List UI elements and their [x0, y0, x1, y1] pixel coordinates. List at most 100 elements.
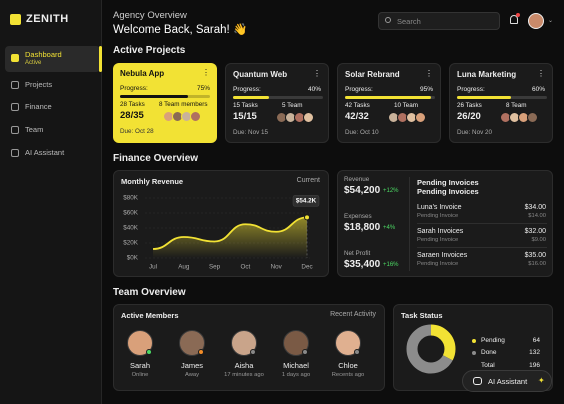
- legend-dot: [472, 351, 476, 355]
- nav-item[interactable]: Finance: [5, 100, 100, 114]
- tasks: 15 Tasks: [233, 102, 258, 109]
- page-title: Agency Overview: [113, 10, 187, 21]
- stat-change: +16%: [383, 262, 399, 268]
- invoices-title: Pending Invoices: [417, 178, 479, 187]
- nav-label: Team: [25, 125, 44, 134]
- legend-dot: [472, 339, 476, 343]
- section-title: Active Projects: [113, 45, 186, 56]
- progress-caption: Progress:: [345, 86, 373, 93]
- member-status: Away: [184, 372, 200, 378]
- project-name: Solar Rebrand: [345, 70, 400, 79]
- project-card[interactable]: Solar Rebrand ⋮ Progress: 95% 42 Tasks 10 Tea…: [337, 63, 441, 143]
- search-icon: [385, 17, 391, 23]
- total-value: 196: [529, 362, 540, 369]
- nav-item[interactable]: Team: [5, 123, 100, 137]
- nav-label: AI Assistant: [25, 148, 65, 157]
- nav-icon: [11, 81, 19, 89]
- nav-item[interactable]: Projects: [5, 78, 100, 92]
- invoice-pending: $9.00: [531, 237, 546, 243]
- welcome: Welcome Back, Sarah! 👋: [113, 24, 248, 36]
- member-avatar: [415, 112, 426, 123]
- invoice-pending: $14.00: [528, 213, 546, 219]
- invoices-subtitle: Pending Invoices: [417, 187, 479, 196]
- search-box[interactable]: Search: [378, 12, 500, 30]
- profile-caret: ⌄: [548, 18, 554, 24]
- invoice-sub: Pending Invoice: [417, 261, 459, 267]
- team-size: 10 Team: [394, 102, 419, 109]
- legend-label: Pending: [481, 337, 505, 344]
- stat-label: Expenses: [344, 213, 372, 220]
- nav-label: Dashboard: [25, 50, 62, 59]
- progress-caption: Progress:: [457, 86, 485, 93]
- member-avatar: [190, 111, 201, 122]
- progress-bar: [457, 96, 511, 99]
- project-name: Nebula App: [120, 69, 165, 78]
- invoice-sub: Pending Invoice: [417, 213, 459, 219]
- nav-icon: [11, 126, 19, 134]
- stat-label: Net Profit: [344, 250, 371, 257]
- nav-item[interactable]: AI Assistant: [5, 146, 100, 160]
- legend-value: 64: [532, 337, 540, 344]
- progress-track: [345, 96, 435, 99]
- legend-label: Done: [481, 349, 497, 356]
- profile-avatar[interactable]: [528, 13, 544, 29]
- progress-track: [120, 95, 210, 98]
- member-name: Michael: [283, 361, 309, 370]
- nav-icon: [11, 149, 19, 157]
- due-date: Due: Oct 28: [120, 128, 154, 135]
- task-count: 26/20: [457, 111, 481, 122]
- ai-assistant-button[interactable]: AI Assistant ✦: [462, 370, 552, 392]
- stat-change: +12%: [383, 188, 399, 194]
- logo-text: ZENITH: [26, 13, 69, 25]
- dropdown[interactable]: Current: [296, 177, 320, 184]
- tasks: 26 Tasks: [457, 102, 482, 109]
- logo-icon: [10, 14, 21, 25]
- tasks: 28 Tasks: [120, 101, 145, 108]
- member-status: 1 days ago: [281, 372, 311, 378]
- active-indicator: [99, 46, 102, 72]
- button-label: AI Assistant: [488, 377, 528, 386]
- sparkle: ✦: [538, 376, 545, 385]
- project-card[interactable]: Quantum Web ⋮ Progress: 40% 15 Tasks 5 Team 15…: [225, 63, 329, 143]
- member-name: Chloe: [338, 361, 358, 370]
- nav-label: Projects: [25, 80, 53, 89]
- member-status: Online: [131, 372, 149, 378]
- progress-value: 95%: [419, 86, 433, 93]
- project-card[interactable]: Nebula App ⋮ Progress: 75% 28 Tasks 8 Team me…: [113, 63, 217, 143]
- section-title: Team Overview: [113, 287, 186, 298]
- member-status: 17 minutes ago: [224, 372, 264, 378]
- member-photo[interactable]: [335, 330, 361, 356]
- stat-label: Revenue: [344, 176, 370, 183]
- search-placeholder: Search: [397, 17, 421, 26]
- nav-icon: [11, 54, 19, 62]
- legend-value: 132: [529, 349, 540, 356]
- progress-caption: Progress:: [233, 86, 261, 93]
- menu: ⋮: [537, 69, 545, 78]
- status-dot: [250, 349, 256, 355]
- project-card[interactable]: Luna Marketing ⋮ Progress: 60% 26 Tasks 8 Tea…: [449, 63, 553, 143]
- invoice-amount: $35.00: [524, 252, 546, 259]
- member-name: James: [180, 361, 204, 370]
- invoice-sub: Pending Invoice: [417, 237, 459, 243]
- invoice-amount: $34.00: [524, 204, 546, 211]
- dropdown[interactable]: Recent Activity: [330, 311, 376, 318]
- member-status: Recents ago: [331, 372, 365, 378]
- stat-change: +4%: [383, 225, 396, 231]
- progress-value: 75%: [196, 85, 210, 92]
- progress-bar: [120, 95, 188, 98]
- nav-item[interactable]: Dashboard Active: [5, 46, 100, 72]
- bell[interactable]: [510, 15, 518, 24]
- card-title: Monthly Revenue: [121, 177, 184, 186]
- task-count: 15/15: [233, 111, 257, 122]
- progress-value: 40%: [307, 86, 321, 93]
- invoice-name: Luna's Invoice: [417, 204, 462, 211]
- divider: [409, 177, 410, 271]
- team-size: 8 Team members: [159, 101, 208, 108]
- status-dot: [146, 349, 152, 355]
- project-name: Quantum Web: [233, 70, 288, 79]
- member-name: Sarah: [129, 361, 150, 370]
- chat-icon: [473, 377, 482, 385]
- stat-value: $35,400: [344, 259, 381, 270]
- menu: ⋮: [202, 68, 210, 77]
